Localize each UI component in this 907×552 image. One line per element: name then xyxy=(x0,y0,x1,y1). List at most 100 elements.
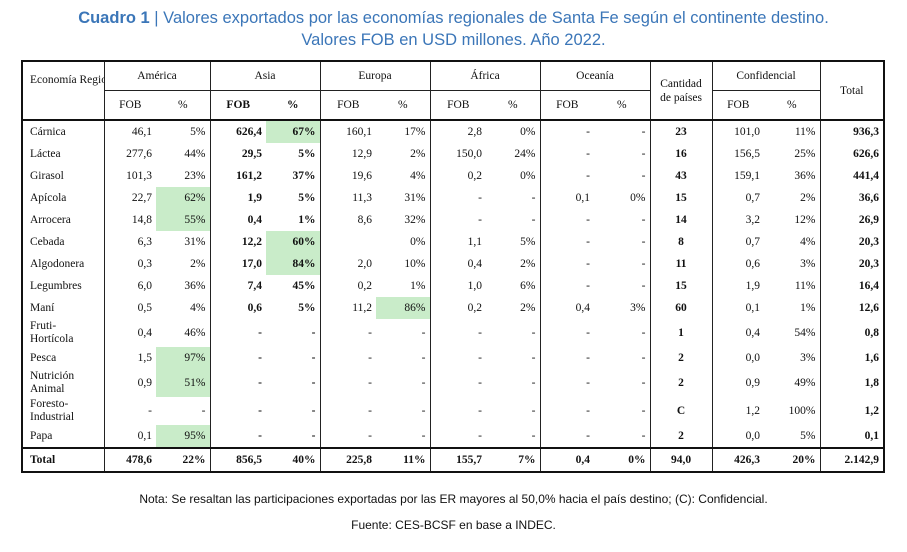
cell-oc-pct: - xyxy=(641,236,646,248)
cell-am-pct: 51% xyxy=(156,369,210,397)
cell-am-fob: 0,1 xyxy=(103,425,156,448)
cell-oc-pct: - xyxy=(641,376,646,389)
header-america: América xyxy=(103,60,210,91)
cell-af-pct: - xyxy=(531,326,536,339)
cell-af-fob: 155,7 xyxy=(429,447,486,473)
table-row: Cárnica 46,1 5% 626,4 67% 160,1 17% 2,8 0% - -23 10… xyxy=(21,119,886,143)
cell-cant: 60 xyxy=(649,297,713,319)
cell-oc-pct: - xyxy=(641,352,646,364)
table-body: Cárnica 46,1 5% 626,4 67% 160,1 17% 2,8 0% - -23 10… xyxy=(21,119,886,473)
cell-as-pct: - xyxy=(311,430,316,442)
cell-eu-pct: - xyxy=(421,326,426,339)
cell-am-pct: 62% xyxy=(156,187,210,209)
cell-eu-pct: 4% xyxy=(410,170,426,182)
cell-cf-pct: 20% xyxy=(764,447,821,473)
cell-eu-fob: 8,6 xyxy=(319,209,376,231)
cell-cf-fob: 0,6 xyxy=(711,253,765,275)
cell-eu-fob: 11,2 xyxy=(319,297,376,319)
header-economia: Economía Regional xyxy=(21,60,104,120)
cell-oc-fob: 0,4 xyxy=(539,297,594,319)
cell-eu-pct: 86% xyxy=(376,297,430,319)
cell-cf-fob: 159,1 xyxy=(711,165,765,187)
cell-eu-fob: 12,9 xyxy=(319,143,376,165)
cell-eu-pct: 1% xyxy=(410,280,426,292)
cell-oc-fob: 0,4 xyxy=(539,447,594,473)
cell-am-pct: 5% xyxy=(156,119,210,143)
cell-af-pct: 0% xyxy=(486,119,540,143)
row-label: Papa xyxy=(21,425,104,448)
cell-eu-fob: - xyxy=(319,425,376,448)
cell-oc-pct: - xyxy=(641,430,646,442)
cell-oc-pct: - xyxy=(641,326,646,339)
header-am-fob: FOB xyxy=(103,90,156,120)
cell-total: 20,3 xyxy=(819,231,886,253)
cell-as-fob: 29,5 xyxy=(209,143,266,165)
cell-eu-pct: 32% xyxy=(404,214,426,226)
cell-as-fob: 0,6 xyxy=(209,297,266,319)
row-label: Láctea xyxy=(21,143,104,165)
cell-total: 626,6 xyxy=(819,143,886,165)
cell-oc-fob: - xyxy=(539,275,594,297)
header-asia: Asia xyxy=(209,60,320,91)
table-row: Foresto-Industrial - - - - - - - - - - C 1,2 100% 1,2 xyxy=(21,397,886,425)
table-row: Girasol 101,3 23% 161,2 37% 19,6 4% 0,2 0% - -43 15… xyxy=(21,165,886,187)
title-line-1: Cuadro 1 | Valores exportados por las ec… xyxy=(0,7,907,29)
cell-eu-fob: 11,3 xyxy=(319,187,376,209)
cell-af-fob: 150,0 xyxy=(429,143,486,165)
row-label: Total xyxy=(21,447,104,473)
cell-oc-fob: - xyxy=(539,119,594,143)
header-eu-fob: FOB xyxy=(319,90,376,120)
table-row: Algodonera 0,3 2% 17,0 84% 2,0 10% 0,4 2% - -11 0,6… xyxy=(21,253,886,275)
cell-af-pct: 24% xyxy=(514,148,536,160)
cell-oc-pct: - xyxy=(641,170,646,182)
header-am-pct: % xyxy=(177,99,188,111)
cell-oc-fob: - xyxy=(539,369,594,397)
cell-eu-fob: 0,2 xyxy=(319,275,376,297)
header-as-fob: FOB xyxy=(209,90,266,120)
cell-eu-pct: - xyxy=(421,404,426,417)
table-source: Fuente: CES-BCSF en base a INDEC. xyxy=(351,518,556,532)
cell-am-pct: 55% xyxy=(156,209,210,231)
table-note: Nota: Se resaltan las participaciones ex… xyxy=(139,492,768,506)
cell-as-pct: 40% xyxy=(266,447,320,473)
cell-am-pct: 36% xyxy=(184,280,206,292)
cell-af-pct: - xyxy=(531,192,536,204)
cell-cant: 11 xyxy=(649,253,713,275)
cell-af-fob: - xyxy=(429,347,486,369)
cell-cant: 2 xyxy=(649,347,713,369)
cell-am-fob: 6,0 xyxy=(103,275,156,297)
table-row: Nutrición Animal 0,9 51% - - - - - - - -2 0,9 49% 1,8 xyxy=(21,369,886,397)
cell-as-pct: 1% xyxy=(298,214,316,226)
table-title: Cuadro 1 | Valores exportados por las ec… xyxy=(0,7,907,51)
cell-as-pct: 5% xyxy=(298,302,316,314)
cell-as-pct: - xyxy=(311,376,316,389)
cell-am-fob: 0,3 xyxy=(103,253,156,275)
cell-oc-fob: - xyxy=(539,209,594,231)
header-af-fob: FOB xyxy=(429,90,486,120)
cell-cf-pct: 11% xyxy=(764,119,821,143)
cell-cf-fob: 0,1 xyxy=(711,297,765,319)
cell-as-pct: - xyxy=(311,326,316,339)
row-label: Maní xyxy=(21,297,104,319)
cell-as-fob: 856,5 xyxy=(209,447,266,473)
row-label: Cárnica xyxy=(21,119,104,143)
cell-eu-pct: 31% xyxy=(404,192,426,204)
header-oceania: Oceanía xyxy=(539,60,651,91)
table-total-row: Total 478,6 22% 856,5 40% 225,8 11% 155,7 7% 0,4 0… xyxy=(21,447,886,473)
cell-as-pct: - xyxy=(311,404,316,417)
cell-as-fob: 1,9 xyxy=(209,187,266,209)
header-africa: África xyxy=(429,60,540,91)
row-label: Fruti-Hortícola xyxy=(21,319,104,347)
cell-am-pct: 44% xyxy=(184,148,206,160)
cell-cf-fob: 1,9 xyxy=(711,275,765,297)
row-label: Legumbres xyxy=(21,275,104,297)
cell-as-fob: - xyxy=(209,369,266,397)
cell-am-pct: 31% xyxy=(184,236,206,248)
cell-eu-fob xyxy=(319,231,376,253)
cell-eu-fob: - xyxy=(319,319,376,347)
cell-af-fob: - xyxy=(429,319,486,347)
cell-af-fob: - xyxy=(429,187,486,209)
cell-cf-fob: 1,2 xyxy=(711,397,765,425)
cell-af-pct: - xyxy=(531,352,536,364)
header-oc-fob: FOB xyxy=(539,90,594,120)
